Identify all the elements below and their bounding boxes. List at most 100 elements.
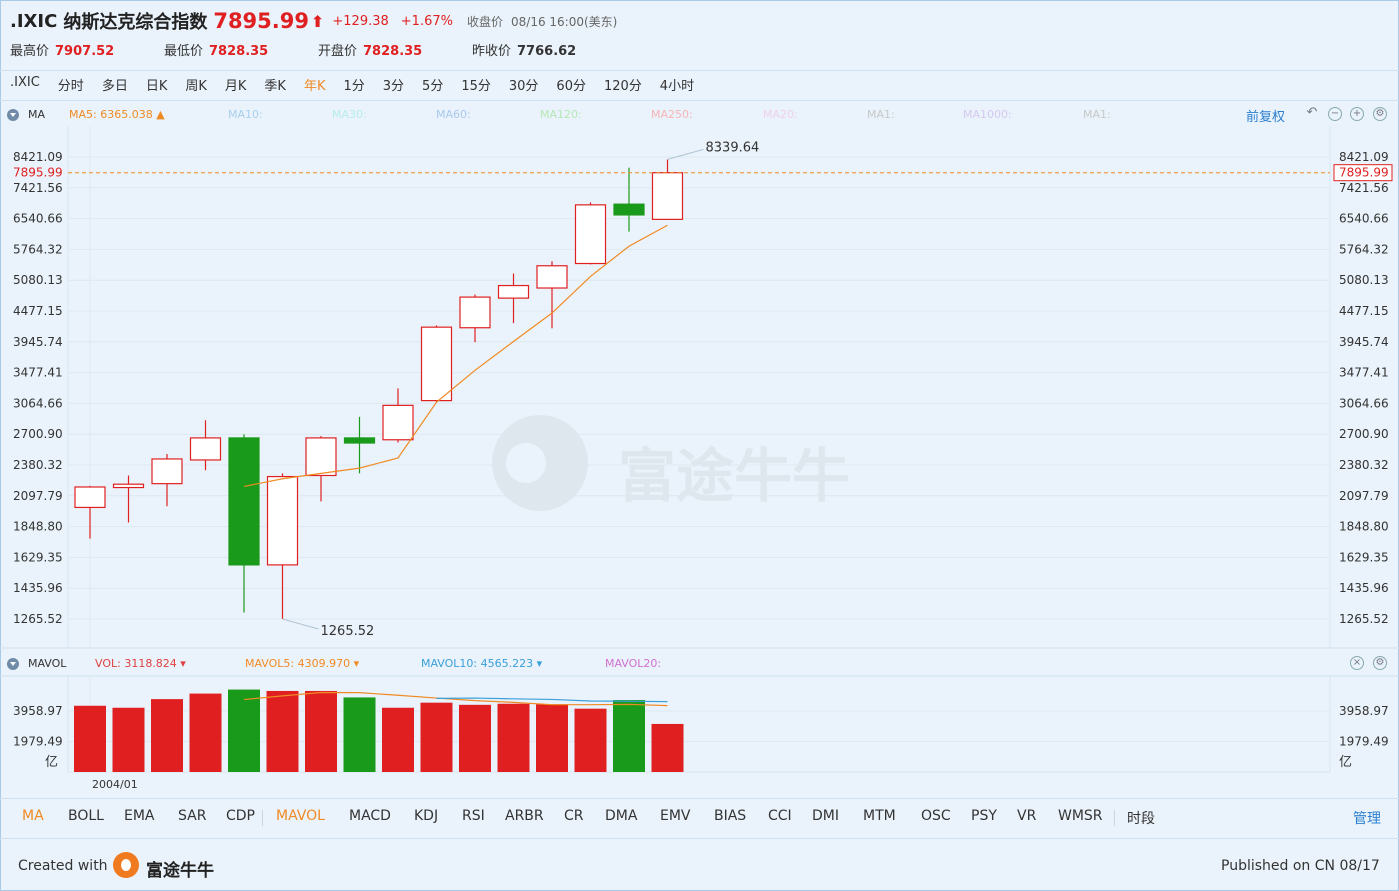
candle-body — [459, 296, 491, 329]
brand-label: 富途牛牛 — [146, 861, 214, 881]
ma-legend-item[interactable]: MA5: 6365.038 ▲ — [69, 108, 165, 121]
period-tab[interactable]: 15分 — [461, 79, 491, 94]
min-marker-line — [282, 618, 319, 630]
period-tab[interactable]: 1分 — [343, 79, 365, 94]
ma-legend-item[interactable]: MA250: — [651, 108, 693, 121]
watermark-logo-icon — [492, 415, 588, 511]
vol-title: MAVOL — [28, 657, 67, 670]
vol-legend-item[interactable]: MAVOL20: — [605, 657, 662, 670]
footer: Created with 富途牛牛 Published on CN 08/17 — [0, 848, 1399, 886]
indicator-tab[interactable]: OSC — [921, 808, 951, 824]
volume-bar — [574, 708, 607, 772]
ma-legend-item[interactable]: MA10: — [228, 108, 263, 121]
stat-value: 7828.35 — [363, 44, 423, 59]
indicator-tab[interactable]: VR — [1017, 808, 1037, 824]
period-tab[interactable]: 季K — [264, 79, 286, 94]
undo-icon[interactable]: ↶ — [1306, 105, 1318, 120]
period-tab[interactable]: 60分 — [556, 79, 586, 94]
price-tick-label: 1265.52 — [13, 612, 63, 626]
indicator-tab[interactable]: EMV — [660, 808, 691, 824]
indicator-tab[interactable]: CDP — [226, 808, 255, 824]
settings-gear-icon[interactable]: ⚙ — [1373, 656, 1387, 670]
kline-chart[interactable]: 富途牛牛 7895.99 7895.99 8339.64 1265.52 3958.9… — [0, 0, 1399, 800]
stat-low: 最低价 7828.35 — [164, 40, 268, 59]
restore-right-button[interactable]: 前复权 — [1246, 110, 1286, 125]
price-tick-label: 3945.74 — [13, 335, 63, 349]
vol-legend-bar: MAVOL × ⚙ VOL: 3118.824 ▾ MAVOL5: 4309.97… — [0, 652, 1399, 674]
settings-gear-icon[interactable]: ⚙ — [1373, 107, 1387, 121]
period-tab[interactable]: .IXIC — [10, 75, 40, 90]
stat-high: 最高价 7907.52 — [10, 40, 114, 59]
collapse-ma-icon[interactable] — [7, 109, 19, 121]
indicator-tab[interactable]: MTM — [863, 808, 896, 824]
symbol-label: .IXIC — [10, 10, 58, 32]
ma-legend-item[interactable]: MA120: — [540, 108, 582, 121]
indicator-tab[interactable]: BIAS — [714, 808, 747, 824]
indicator-tab[interactable]: ARBR — [505, 808, 544, 824]
ma-legend-item[interactable]: MA1: — [867, 108, 895, 121]
ma-legend-item[interactable]: MA1000: — [963, 108, 1012, 121]
price-tick-label: 1629.35 — [1339, 550, 1389, 564]
vol-legend-item[interactable]: MAVOL10: 4565.223 ▾ — [421, 657, 543, 670]
add-icon[interactable]: + — [1350, 107, 1364, 121]
indicator-bar: 管理 MA BOLL EMA SAR CDP MAVOL MACD KDJ RSI ARBR CR D… — [0, 806, 1399, 828]
close-icon[interactable]: × — [1350, 656, 1364, 670]
price-tick-label: 2380.32 — [1339, 458, 1389, 472]
divider — [0, 70, 1399, 71]
price-tick-label: 8421.09 — [13, 150, 63, 164]
manage-button[interactable]: 管理 — [1353, 811, 1381, 827]
ma-legend-item[interactable]: MA30: — [332, 108, 367, 121]
ma-legend-item[interactable]: MA60: — [436, 108, 471, 121]
volume-bar — [343, 697, 376, 772]
minimize-icon[interactable]: − — [1328, 107, 1342, 121]
indicator-tab[interactable]: RSI — [462, 808, 485, 824]
indicator-tab[interactable]: 时段 — [1127, 811, 1155, 827]
period-tab[interactable]: 5分 — [422, 79, 444, 94]
period-tab[interactable]: 多日 — [101, 79, 128, 94]
mavol5-line — [243, 691, 668, 707]
published-label: Published on CN 08/17 — [1221, 858, 1380, 874]
period-tab[interactable]: 30分 — [508, 79, 539, 94]
stat-prev-close: 昨收价 7766.62 — [472, 40, 576, 59]
indicator-tab[interactable]: SAR — [178, 808, 207, 824]
indicator-tab[interactable]: DMI — [812, 808, 839, 824]
indicator-tab[interactable]: MA — [22, 808, 44, 824]
up-arrow-icon: ⬆ — [310, 11, 325, 31]
period-tab[interactable]: 分时 — [57, 79, 84, 94]
indicator-tab[interactable]: MAVOL — [276, 808, 325, 824]
collapse-vol-icon[interactable] — [7, 658, 19, 670]
period-tab[interactable]: 3分 — [382, 79, 405, 94]
divider — [0, 798, 1399, 799]
indicator-tab[interactable]: MACD — [349, 808, 391, 824]
volume-bar — [151, 699, 183, 772]
price-tick-label: 5764.32 — [1339, 242, 1389, 256]
x-axis-date-label: 2004/01 — [92, 778, 138, 791]
ma-legend-item[interactable]: MA1: — [1083, 108, 1111, 121]
indicator-tab[interactable]: BOLL — [68, 808, 104, 824]
stat-label: 最低价 — [164, 44, 204, 59]
candles — [74, 159, 684, 619]
period-tab[interactable]: 120分 — [603, 79, 642, 94]
indicator-tab[interactable]: KDJ — [414, 808, 439, 824]
period-tab[interactable]: 日K — [145, 79, 168, 94]
volume-bar — [305, 690, 337, 772]
indicator-tab[interactable]: DMA — [605, 808, 638, 824]
vol-legend-item[interactable]: MAVOL5: 4309.970 ▾ — [245, 657, 360, 670]
indicator-tab[interactable]: CCI — [768, 808, 792, 824]
volume-bar — [382, 707, 414, 772]
period-tab[interactable]: 周K — [185, 79, 207, 94]
indicator-tab[interactable]: PSY — [971, 808, 997, 824]
indicator-tab[interactable]: WMSR — [1058, 808, 1103, 824]
price-tick-label: 4477.15 — [13, 304, 63, 318]
indicator-tab[interactable]: CR — [564, 808, 584, 824]
period-tab[interactable]: 月K — [224, 79, 247, 94]
price-tick-label: 5080.13 — [1339, 273, 1389, 287]
vol-legend-item[interactable]: VOL: 3118.824 ▾ — [95, 657, 186, 670]
period-tab[interactable]: 4小时 — [659, 79, 695, 94]
period-tab[interactable]: 年K — [303, 79, 326, 94]
divider — [0, 838, 1399, 839]
stat-label: 昨收价 — [472, 44, 512, 59]
watermark: 富途牛牛 — [618, 442, 850, 510]
ma-legend-item[interactable]: MA20: — [763, 108, 798, 121]
indicator-tab[interactable]: EMA — [124, 808, 155, 824]
